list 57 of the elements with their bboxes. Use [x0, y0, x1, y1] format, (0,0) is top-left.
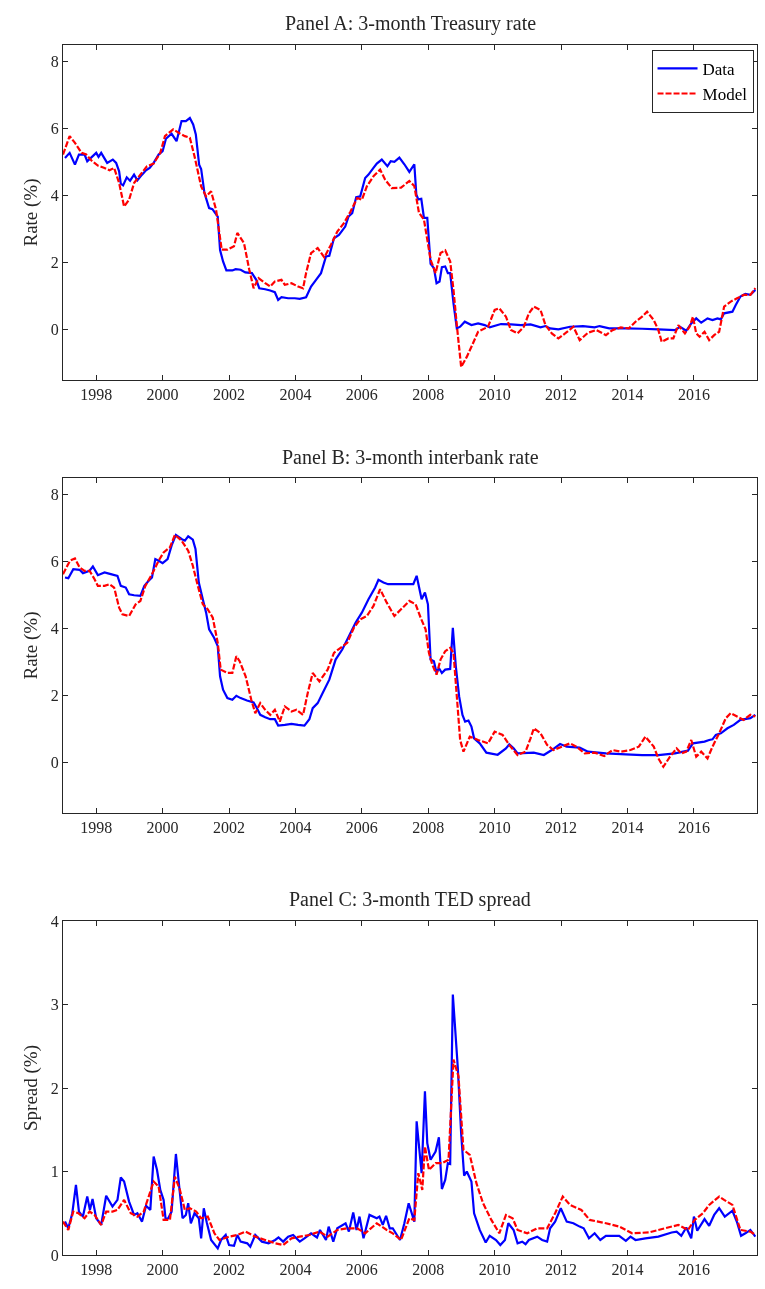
x-tick-label: 2006 — [345, 819, 378, 837]
y-tick-label: 4 — [50, 187, 59, 205]
x-tick-label: 1998 — [80, 386, 113, 404]
chart-title: Panel C: 3-month TED spread — [289, 888, 531, 911]
x-tick-label: 2000 — [146, 386, 179, 404]
x-tick-label: 2002 — [213, 386, 246, 404]
x-tick-label: 2002 — [213, 1261, 246, 1279]
x-tick-label: 2012 — [545, 1261, 578, 1279]
y-tick-label: 8 — [50, 53, 59, 71]
x-tick-label: 2014 — [611, 386, 644, 404]
x-tick-label: 2006 — [345, 386, 378, 404]
x-tick-label: 2004 — [279, 386, 312, 404]
y-tick-label: 3 — [50, 996, 59, 1014]
y-tick-label: 2 — [50, 687, 59, 705]
x-tick-label: 2000 — [146, 819, 179, 837]
x-tick-label: 2008 — [412, 1261, 445, 1279]
x-tick-label: 2008 — [412, 386, 445, 404]
x-tick-label: 2014 — [611, 1261, 644, 1279]
x-tick-label: 2006 — [345, 1261, 378, 1279]
y-tick-label: 4 — [50, 620, 59, 638]
line-series — [63, 128, 757, 369]
x-tick-label: 2010 — [478, 386, 511, 404]
y-tick-label: 4 — [50, 912, 59, 930]
x-tick-label: 2014 — [611, 819, 644, 837]
x-tick-label: 2004 — [279, 1261, 312, 1279]
chart-title: Panel A: 3-month Treasury rate — [285, 12, 537, 35]
x-tick-label: 2010 — [478, 819, 511, 837]
x-tick-label: 2000 — [146, 1261, 179, 1279]
y-tick-label: 8 — [50, 486, 59, 504]
x-tick-label: 2016 — [677, 1261, 710, 1279]
x-tick-label: 2002 — [213, 819, 246, 837]
x-tick-label: 2008 — [412, 819, 445, 837]
legend-label: Model — [702, 85, 748, 105]
y-tick-label: 1 — [50, 1163, 59, 1181]
x-tick-label: 2016 — [677, 819, 710, 837]
x-tick-label: 2012 — [545, 386, 578, 404]
legend-label: Data — [702, 60, 736, 80]
y-axis-title: Rate (%) — [19, 611, 42, 680]
y-tick-label: 6 — [50, 553, 59, 571]
x-tick-label: 1998 — [80, 1261, 113, 1279]
y-tick-label: 0 — [50, 1246, 59, 1264]
y-tick-label: 0 — [50, 754, 59, 772]
x-tick-label: 2010 — [478, 1261, 511, 1279]
x-tick-label: 2004 — [279, 819, 312, 837]
x-tick-label: 2012 — [545, 819, 578, 837]
line-series — [63, 116, 757, 332]
line-series — [63, 993, 757, 1250]
y-tick-label: 2 — [50, 254, 59, 272]
y-tick-label: 2 — [50, 1079, 59, 1097]
x-tick-label: 2016 — [677, 386, 710, 404]
line-series — [63, 1058, 757, 1247]
x-tick-label: 1998 — [80, 819, 113, 837]
y-tick-label: 6 — [50, 120, 59, 138]
y-axis-title: Spread (%) — [19, 1045, 42, 1131]
y-axis-title: Rate (%) — [19, 178, 42, 247]
chart-title: Panel B: 3-month interbank rate — [282, 446, 539, 468]
y-tick-label: 0 — [50, 321, 59, 339]
